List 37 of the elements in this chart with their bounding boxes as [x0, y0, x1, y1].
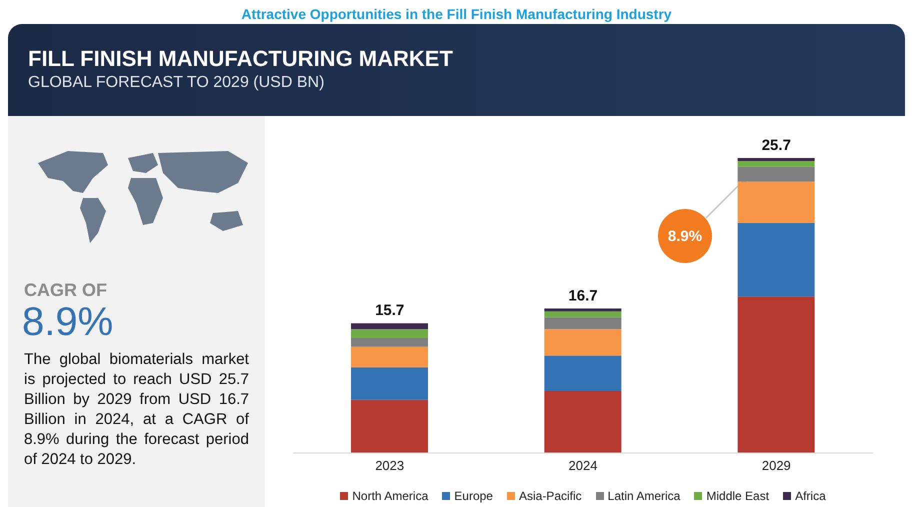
bar [351, 329, 428, 338]
bar [351, 346, 428, 368]
bar [544, 329, 622, 356]
legend-label: Latin America [606, 489, 680, 503]
chart-subtitle: GLOBAL FORECAST TO 2029 (USD BN) [28, 74, 324, 92]
bar [738, 222, 815, 297]
chart-title: FILL FINISH MANUFACTURING MARKET [28, 46, 453, 72]
legend-label: Europe [453, 489, 493, 503]
bar [738, 296, 815, 453]
legend-label: Africa [794, 489, 826, 503]
bar [544, 308, 622, 312]
bar [738, 158, 815, 161]
bar [738, 160, 815, 167]
annotation: 16.7 [568, 287, 598, 304]
bar [351, 367, 428, 400]
text: Attractive Opportunities in the Fill Finish Manufacturing Industry [240, 6, 673, 22]
legend-label: Middle East [705, 489, 770, 503]
text: CAGR OF [24, 280, 107, 301]
annotation: 25.7 [762, 137, 791, 154]
annotation: 15.7 [375, 302, 404, 320]
bar [544, 317, 622, 330]
bar [351, 338, 428, 347]
bar [544, 356, 622, 392]
bar [544, 391, 622, 453]
bar [738, 166, 815, 182]
text: 8.9% [22, 300, 114, 345]
cagr-badge: 8.9% [658, 209, 712, 263]
bar [738, 182, 815, 223]
x-tick-label: 2023 [375, 458, 404, 474]
bar [351, 400, 428, 453]
legend-label: Asia-Pacific [518, 489, 582, 503]
x-tick-label: 2024 [568, 458, 598, 474]
legend-label: North America [351, 489, 428, 503]
bar [351, 323, 428, 330]
bar [544, 311, 622, 318]
text: The global biomaterials market is projected to reach USD 25.7 Billion by 2029 from USD 16.7 Billion in 2024, at a CAGR of 8.9% during the forecast period of 2024 to 2029. [24, 350, 249, 470]
x-tick-label: 2029 [762, 458, 791, 474]
